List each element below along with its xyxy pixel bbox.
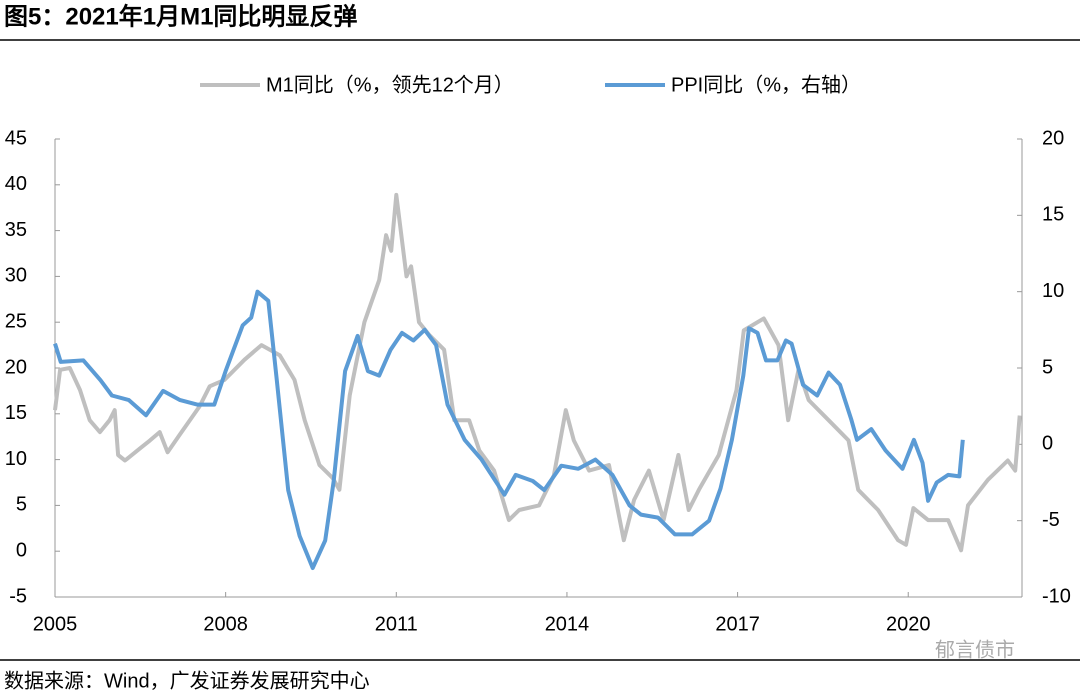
y-tick-label: 30: [5, 265, 27, 287]
chart-title: 图5：2021年1月M1同比明显反弹: [4, 2, 357, 30]
series-line: [53, 289, 965, 570]
y-tick-label: 5: [16, 494, 27, 516]
y-tick-label: 45: [5, 127, 27, 149]
y-tick-label: 40: [5, 173, 27, 195]
source-note: 数据来源：Wind，广发证券发展研究中心: [4, 669, 370, 692]
y-tick-label: -5: [9, 585, 27, 607]
x-tick-label: 2014: [545, 613, 590, 635]
y-tick-label: 25: [5, 310, 27, 332]
series-line: [53, 192, 1022, 553]
x-tick-label: 2011: [375, 613, 418, 635]
x-tick-label: 2020: [886, 613, 931, 635]
y-tick-label: 35: [5, 219, 27, 241]
y2-tick-label: 20: [1042, 127, 1064, 149]
legend-label: PPI同比（%，右轴）: [671, 73, 861, 96]
y-tick-label: 15: [5, 402, 27, 424]
y2-tick-label: 15: [1042, 204, 1064, 226]
y-tick-label: 0: [16, 539, 27, 561]
y-tick-label: 20: [5, 356, 27, 378]
legend-label: M1同比（%，领先12个月）: [266, 73, 514, 96]
y2-tick-label: 10: [1042, 280, 1064, 302]
y-tick-label: 10: [5, 448, 27, 470]
x-tick-label: 2005: [33, 613, 78, 635]
y2-tick-label: 5: [1042, 356, 1053, 378]
x-tick-label: 2008: [203, 613, 248, 635]
y2-tick-label: -10: [1042, 585, 1071, 607]
y2-tick-label: -5: [1042, 509, 1060, 531]
y2-tick-label: 0: [1042, 433, 1053, 455]
watermark: 郁言债市: [935, 638, 1015, 661]
x-tick-label: 2017: [715, 613, 760, 635]
